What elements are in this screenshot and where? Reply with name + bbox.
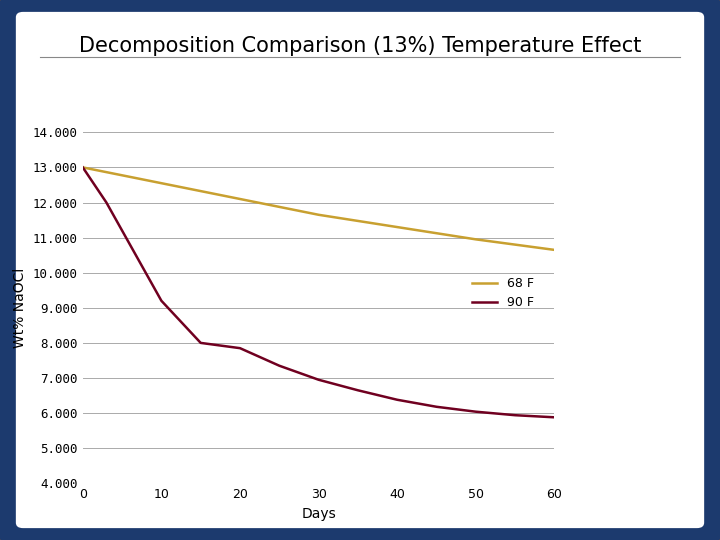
90 F — [197, 340, 205, 346]
Line: 68 F: 68 F — [83, 167, 554, 250]
90 F — [432, 403, 441, 410]
68 F — [157, 180, 166, 186]
Y-axis label: Wt% NaOCl: Wt% NaOCl — [14, 268, 27, 348]
Line: 90 F: 90 F — [83, 167, 554, 417]
90 F — [354, 387, 362, 394]
90 F — [510, 412, 519, 418]
68 F — [314, 212, 323, 218]
FancyBboxPatch shape — [16, 12, 704, 528]
90 F — [157, 298, 166, 304]
68 F — [235, 195, 244, 202]
90 F — [102, 199, 111, 206]
90 F — [393, 396, 402, 403]
68 F — [78, 164, 87, 171]
68 F — [550, 247, 559, 253]
X-axis label: Days: Days — [301, 507, 336, 521]
90 F — [550, 414, 559, 421]
Legend: 68 F, 90 F: 68 F, 90 F — [467, 272, 539, 314]
90 F — [314, 376, 323, 383]
90 F — [275, 362, 284, 369]
90 F — [78, 164, 87, 171]
90 F — [235, 345, 244, 352]
90 F — [125, 241, 134, 248]
68 F — [472, 236, 480, 242]
90 F — [472, 408, 480, 415]
68 F — [393, 224, 402, 230]
Text: Decomposition Comparison (13%) Temperature Effect: Decomposition Comparison (13%) Temperatu… — [78, 36, 642, 56]
